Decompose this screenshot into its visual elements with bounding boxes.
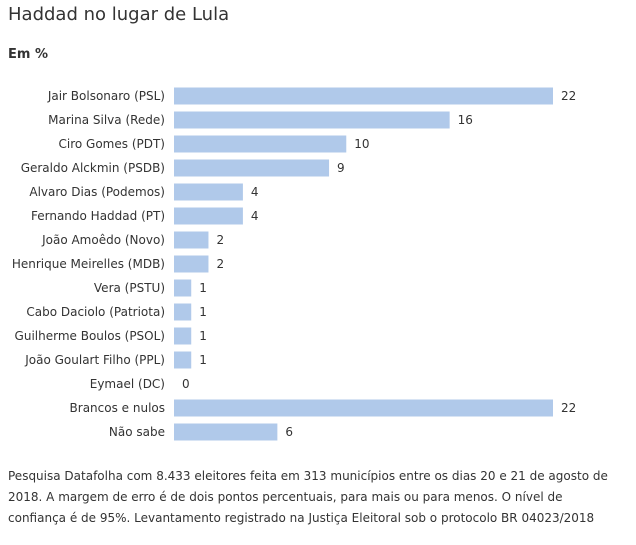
category-label-brancos-e-nulos: Brancos e nulos xyxy=(70,401,165,415)
bar-geraldo-alckmin-psdb xyxy=(174,159,330,177)
value-label-cabo-daciolo-patriota: 1 xyxy=(199,305,207,319)
value-label-vera-pstu: 1 xyxy=(199,281,207,295)
bar-ciro-gomes-pdt xyxy=(174,135,347,153)
bar-joao-goulart-filho-ppl xyxy=(174,351,192,369)
bar-guilherme-boulos-psol xyxy=(174,327,192,345)
value-label-guilherme-boulos-psol: 1 xyxy=(199,329,207,343)
value-label-brancos-e-nulos: 22 xyxy=(561,401,576,415)
category-label-eymael-dc: Eymael (DC) xyxy=(90,377,165,391)
value-label-geraldo-alckmin-psdb: 9 xyxy=(337,161,345,175)
value-label-eymael-dc: 0 xyxy=(182,377,190,391)
bar-henrique-meirelles-mdb xyxy=(174,255,209,273)
value-label-alvaro-dias-podemos: 4 xyxy=(251,185,259,199)
bar-brancos-e-nulos xyxy=(174,399,553,417)
category-label-joao-amoedo-novo: João Amoêdo (Novo) xyxy=(41,233,165,247)
value-label-joao-goulart-filho-ppl: 1 xyxy=(199,353,207,367)
category-label-fernando-haddad-pt: Fernando Haddad (PT) xyxy=(31,209,165,223)
bar-marina-silva-rede xyxy=(174,111,450,129)
bar-fernando-haddad-pt xyxy=(174,207,243,225)
category-label-marina-silva-rede: Marina Silva (Rede) xyxy=(48,113,165,127)
bar-vera-pstu xyxy=(174,279,192,297)
category-label-vera-pstu: Vera (PSTU) xyxy=(94,281,165,295)
value-label-joao-amoedo-novo: 2 xyxy=(216,233,224,247)
chart-subtitle: Em % xyxy=(8,47,48,62)
category-label-geraldo-alckmin-psdb: Geraldo Alckmin (PSDB) xyxy=(21,161,165,175)
value-label-marina-silva-rede: 16 xyxy=(458,113,473,127)
value-label-ciro-gomes-pdt: 10 xyxy=(354,137,369,151)
category-label-guilherme-boulos-psol: Guilherme Boulos (PSOL) xyxy=(15,329,165,343)
value-label-jair-bolsonaro-psl: 22 xyxy=(561,89,576,103)
category-label-cabo-daciolo-patriota: Cabo Daciolo (Patriota) xyxy=(26,305,165,319)
value-label-henrique-meirelles-mdb: 2 xyxy=(216,257,224,271)
category-label-jair-bolsonaro-psl: Jair Bolsonaro (PSL) xyxy=(47,89,165,103)
category-label-joao-goulart-filho-ppl: João Goulart Filho (PPL) xyxy=(24,353,165,367)
category-label-ciro-gomes-pdt: Ciro Gomes (PDT) xyxy=(59,137,166,151)
footnote: Pesquisa Datafolha com 8.433 eleitores f… xyxy=(8,469,608,525)
chart-title: Haddad no lugar de Lula xyxy=(8,4,230,25)
bar-alvaro-dias-podemos xyxy=(174,183,243,201)
category-label-alvaro-dias-podemos: Alvaro Dias (Podemos) xyxy=(29,185,165,199)
bar-jair-bolsonaro-psl xyxy=(174,87,553,105)
category-label-nao-sabe: Não sabe xyxy=(109,425,165,439)
bar-cabo-daciolo-patriota xyxy=(174,303,192,321)
category-label-henrique-meirelles-mdb: Henrique Meirelles (MDB) xyxy=(12,257,165,271)
bar-joao-amoedo-novo xyxy=(174,231,209,249)
value-label-fernando-haddad-pt: 4 xyxy=(251,209,259,223)
value-label-nao-sabe: 6 xyxy=(285,425,293,439)
bar-nao-sabe xyxy=(174,423,278,441)
